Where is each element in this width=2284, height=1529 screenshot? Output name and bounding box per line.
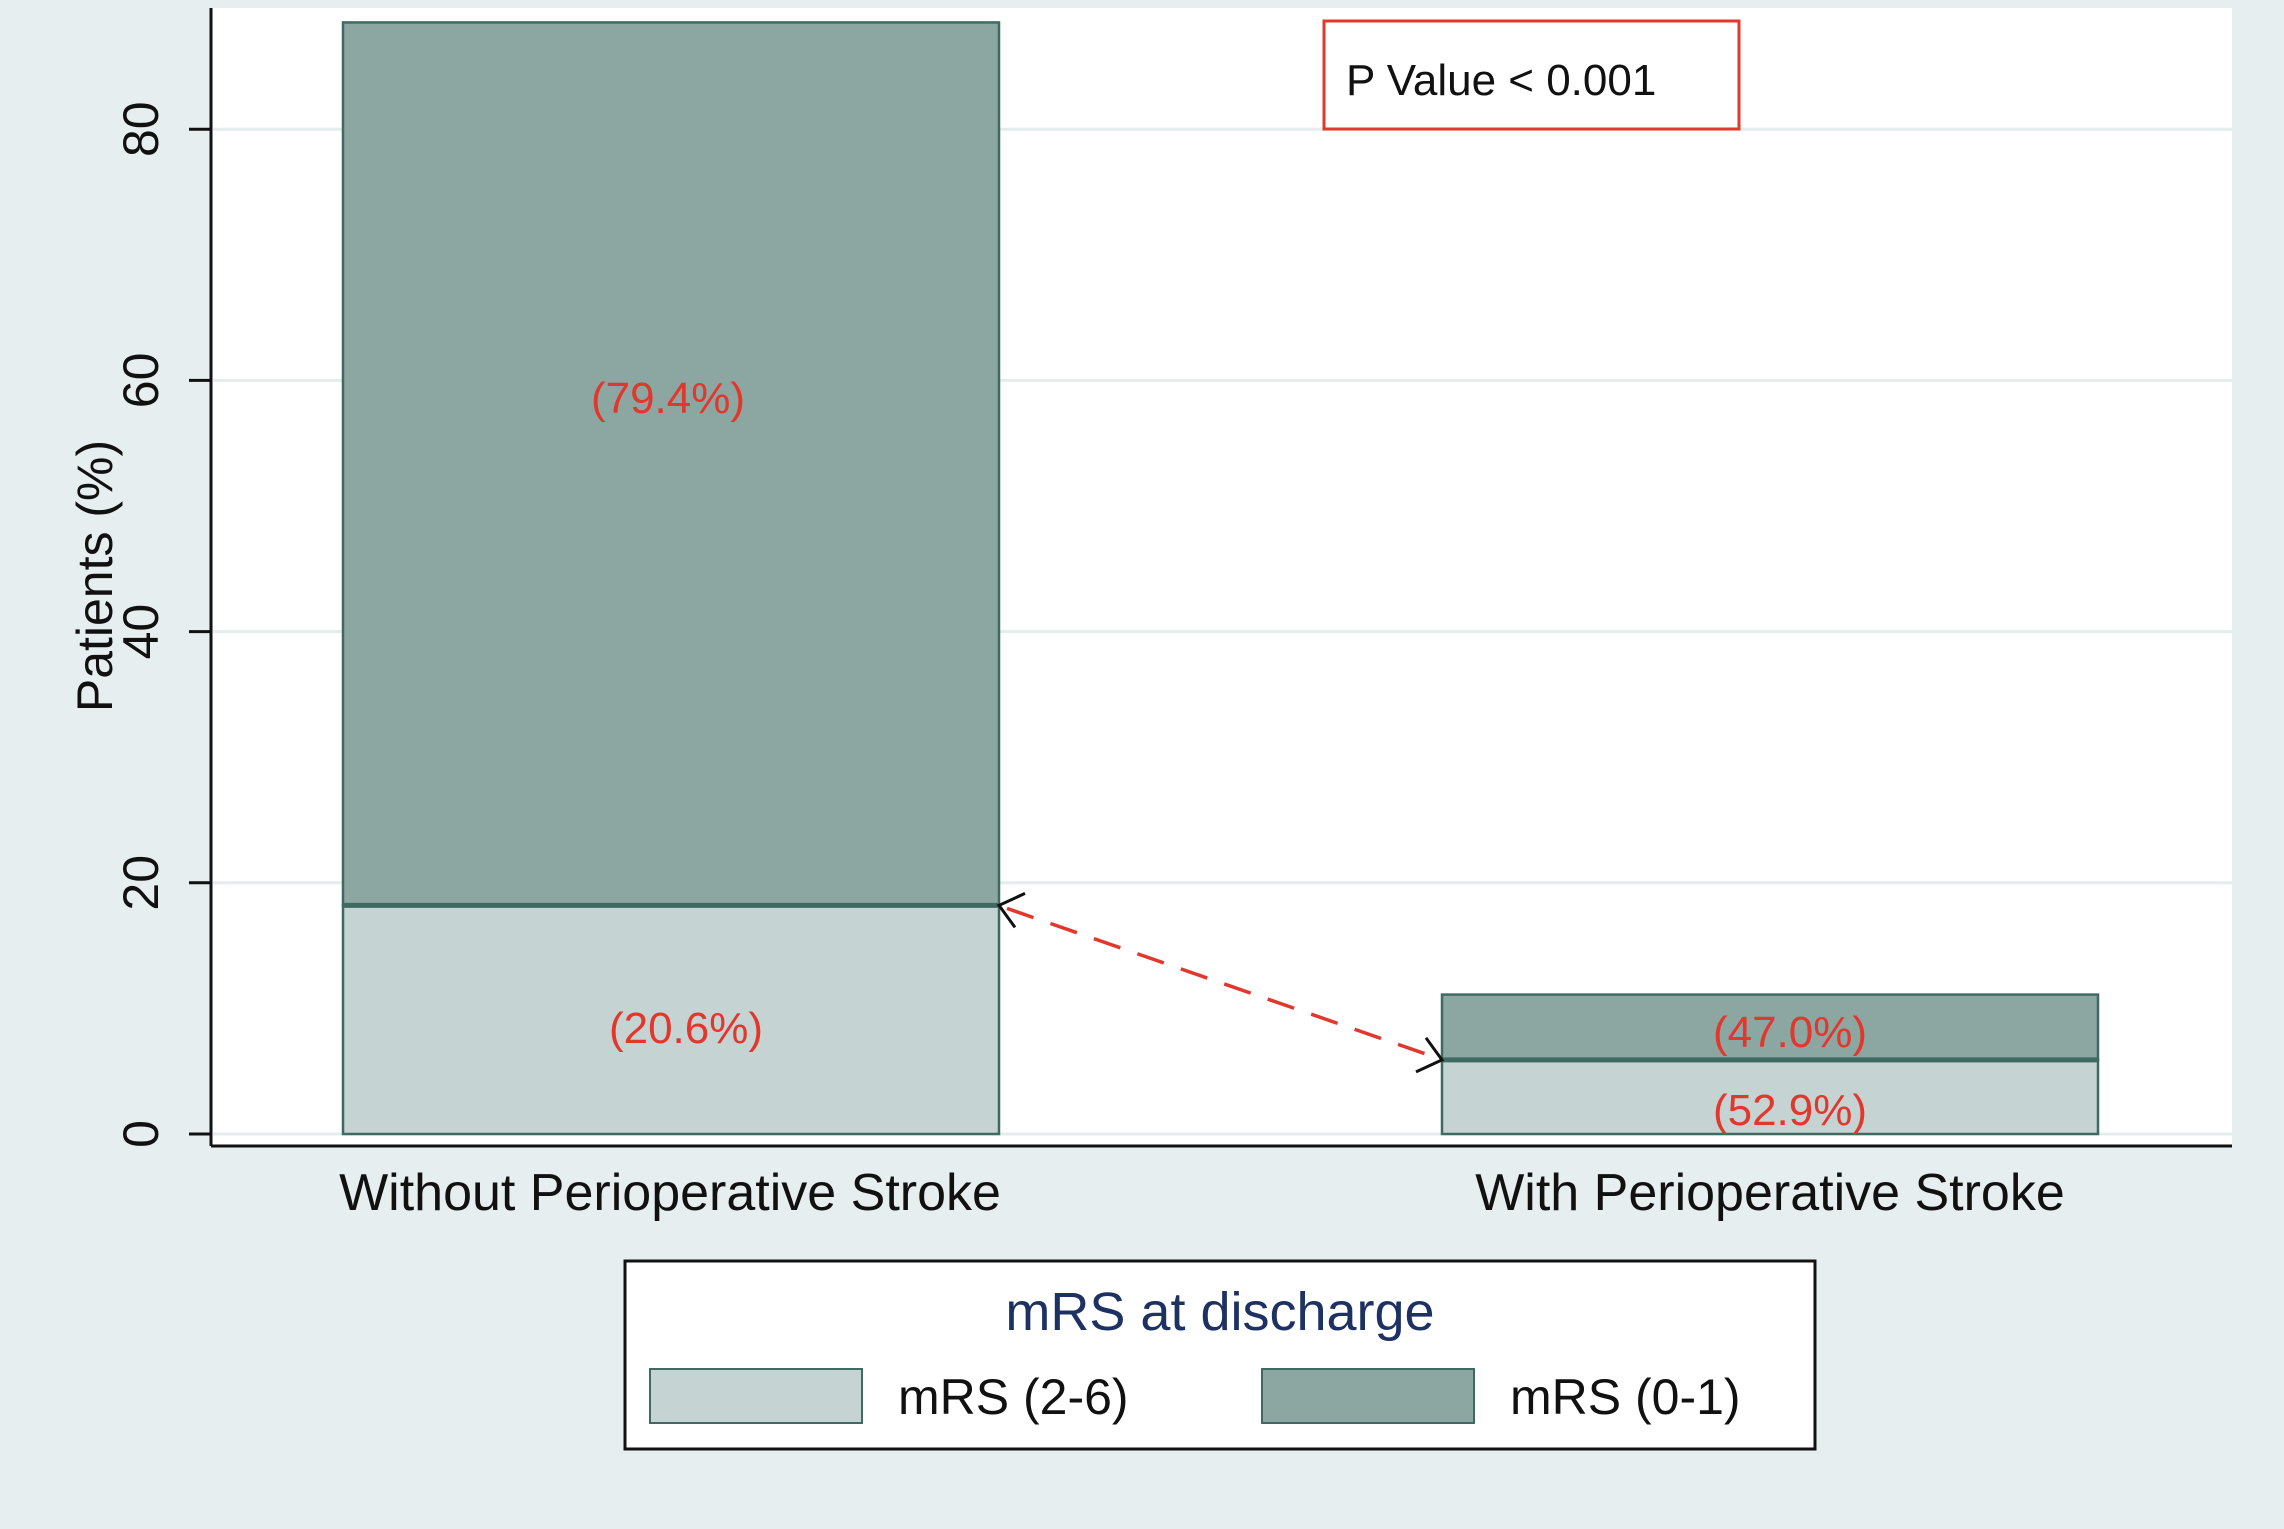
- data-label-series-1-cat-1: (47.0%): [1713, 1008, 1867, 1057]
- y-axis-title: Patients (%): [67, 440, 123, 712]
- p-value-annotation: P Value < 0.001: [1322, 19, 1741, 131]
- y-tick-label-20: 20: [113, 855, 169, 911]
- x-tick-label-1: With Perioperative Stroke: [1475, 1164, 2065, 1222]
- data-label-series-1-cat-0: (79.4%): [591, 374, 745, 423]
- legend-swatch-mrs-2-6: [649, 1368, 863, 1424]
- legend-label-mrs-2-6: mRS (2-6): [898, 1369, 1129, 1425]
- bar-with-stroke-series-1: [1440, 993, 2100, 1062]
- data-label-series-0-cat-1: (52.9%): [1713, 1086, 1867, 1135]
- axes: 0 20 40 60 80 Without Perioperative Stroke Wit…: [113, 8, 2232, 1222]
- bars: [341, 21, 2100, 1136]
- y-tick-label-60: 60: [113, 353, 169, 409]
- bar-without-stroke-series-1: [341, 21, 1001, 907]
- x-tick-label-0: Without Perioperative Stroke: [339, 1164, 1001, 1222]
- arrow-head-left: [996, 892, 1026, 929]
- legend-swatch-mrs-0-1: [1261, 1368, 1475, 1424]
- p-value-text: P Value < 0.001: [1346, 56, 1656, 105]
- p-value-box: [1322, 19, 1741, 131]
- legend-title: mRS at discharge: [1005, 1282, 1434, 1342]
- legend: mRS at discharge mRS (2-6) mRS (0-1): [623, 1259, 1817, 1451]
- comparison-arrow: [996, 892, 1445, 1074]
- data-labels: (20.6%) (52.9%) (79.4%) (47.0%): [591, 374, 1867, 1135]
- data-label-series-0-cat-0: (20.6%): [609, 1004, 763, 1053]
- legend-label-mrs-0-1: mRS (0-1): [1510, 1369, 1741, 1425]
- y-tick-label-80: 80: [113, 101, 169, 157]
- y-tick-label-0: 0: [113, 1120, 169, 1148]
- arrow-head-right: [1415, 1037, 1445, 1074]
- arrow-line: [1006, 906, 1435, 1059]
- bar-without-stroke-series-0: [341, 904, 1001, 1136]
- y-tick-label-40: 40: [113, 604, 169, 660]
